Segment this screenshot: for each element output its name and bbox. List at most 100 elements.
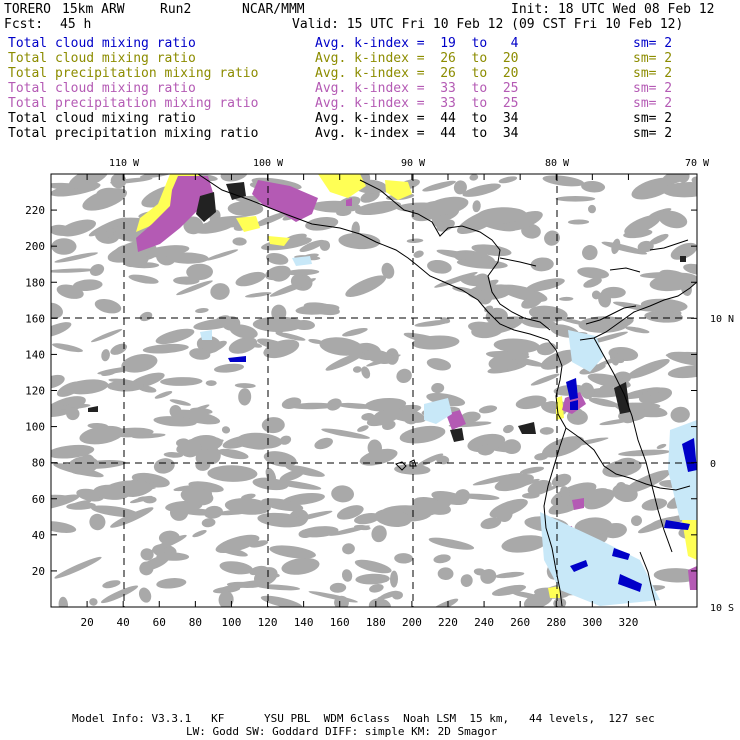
- lon-label: 80 W: [545, 158, 570, 169]
- x-tick-label: 220: [438, 616, 458, 629]
- cloud-patch: [215, 534, 260, 554]
- cloud-patch: [51, 302, 63, 319]
- cloud-patch: [218, 448, 249, 460]
- y-tick-label: 140: [25, 348, 45, 361]
- cloud-patch: [173, 276, 200, 285]
- cloud-patch: [389, 570, 399, 588]
- cloud-patch: [459, 493, 500, 501]
- cloud-patch: [626, 358, 670, 379]
- cloud-patch: [269, 278, 316, 297]
- cloud-patch: [588, 397, 619, 408]
- cloud-patch: [101, 349, 110, 362]
- cloud-patch: [436, 249, 487, 262]
- cloud-patch: [51, 444, 95, 459]
- legend-field: Total cloud mixing ratio: [8, 111, 196, 126]
- cloud-patch: [471, 244, 512, 257]
- cloud-patch: [329, 582, 347, 593]
- cloud-patch: [279, 435, 292, 445]
- cloud-patch: [270, 479, 322, 490]
- cloud-patch: [426, 358, 452, 371]
- cloud-patch: [414, 320, 451, 327]
- cloud-patch: [51, 521, 77, 533]
- physics-info: LW: Godd SW: Goddard DIFF: simple KM: 2D…: [186, 725, 498, 738]
- legend-kindex: Avg. k-index = 44 to 34: [315, 111, 519, 126]
- cloud-patch: [491, 584, 527, 596]
- cloud-patch: [252, 316, 304, 332]
- cloud-patch: [67, 456, 99, 475]
- lat-label: 10 N: [710, 314, 734, 325]
- cloud-patch: [623, 470, 671, 494]
- cloud-patch: [542, 436, 585, 458]
- cloud-patch: [527, 479, 552, 496]
- cloud-patch: [536, 342, 557, 356]
- cloud-patch: [192, 530, 207, 538]
- cloud-patch: [90, 505, 140, 518]
- cloud-patch: [544, 230, 560, 246]
- cloud-patch: [399, 425, 446, 444]
- cloud-patch: [140, 548, 154, 561]
- cloud-patch: [257, 512, 306, 528]
- cloud-patch: [269, 573, 280, 578]
- cloud-patch: [428, 537, 475, 550]
- cloud-patch: [625, 326, 650, 334]
- cloud-patch: [292, 319, 315, 331]
- cloud-patch: [366, 408, 403, 427]
- cloud-patch: [110, 343, 128, 355]
- cloud-patch: [599, 418, 633, 426]
- cloud-patch: [196, 335, 221, 354]
- cloud-patch: [374, 509, 412, 527]
- cloud-patch: [467, 433, 506, 453]
- x-tick-label: 120: [258, 616, 278, 629]
- x-tick-label: 280: [546, 616, 566, 629]
- cloud-patch: [218, 591, 234, 607]
- x-tick-label: 20: [80, 616, 93, 629]
- cloud-patch: [436, 455, 450, 465]
- lat-label: 10 S: [710, 603, 734, 614]
- cloud-patch: [560, 486, 571, 499]
- legend-smoothing: sm= 2: [633, 96, 673, 111]
- cloud-patch: [195, 307, 209, 314]
- cloud-patch: [691, 176, 697, 184]
- cloud-patch: [530, 373, 560, 386]
- cloud-patch: [249, 540, 269, 548]
- cloud-patch: [559, 296, 574, 301]
- cloud-patch: [100, 585, 139, 604]
- legend-smoothing: sm= 2: [633, 81, 673, 96]
- cloud-patch: [480, 517, 502, 530]
- legend-kindex: Avg. k-index = 33 to 25: [315, 96, 519, 111]
- cloud-patch: [51, 374, 65, 389]
- cloud-patch: [266, 252, 289, 265]
- legend-kindex: Avg. k-index = 26 to 20: [315, 66, 519, 81]
- lat-lon-grid: [51, 174, 697, 607]
- legend-kindex: Avg. k-index = 44 to 34: [315, 126, 519, 141]
- cloud-patch: [495, 504, 513, 522]
- cloud-patch: [160, 377, 203, 386]
- cloud-patch: [201, 518, 216, 528]
- cloud-patch: [189, 348, 211, 360]
- cloud-patch: [256, 584, 301, 591]
- cloud-patch: [342, 327, 368, 337]
- cloud-patch: [109, 427, 154, 438]
- organization: NCAR/MMM: [242, 2, 305, 17]
- cloud-patch: [321, 428, 370, 439]
- cloud-patch: [260, 595, 303, 607]
- forecast-hour: 45 h: [60, 17, 92, 32]
- cloud-patch: [308, 338, 324, 345]
- cloud-patch: [494, 473, 534, 492]
- cloud-patch: [212, 586, 241, 594]
- legend-field: Total precipitation mixing ratio: [8, 96, 259, 111]
- cloud-patch: [521, 295, 543, 309]
- y-tick-label: 60: [32, 493, 45, 506]
- cloud-patch: [683, 263, 697, 275]
- y-tick-label: 120: [25, 385, 45, 398]
- cloud-patch: [601, 241, 648, 255]
- cloud-patch: [540, 349, 578, 370]
- cloud-patch: [137, 496, 154, 502]
- cloud-patch: [261, 417, 285, 434]
- cloud-patch: [577, 267, 609, 279]
- cloud-patch: [261, 237, 312, 251]
- cloud-patch: [567, 219, 590, 225]
- cloud-patch: [68, 174, 109, 189]
- cloud-patch: [598, 291, 612, 308]
- cloud-patch: [429, 598, 459, 607]
